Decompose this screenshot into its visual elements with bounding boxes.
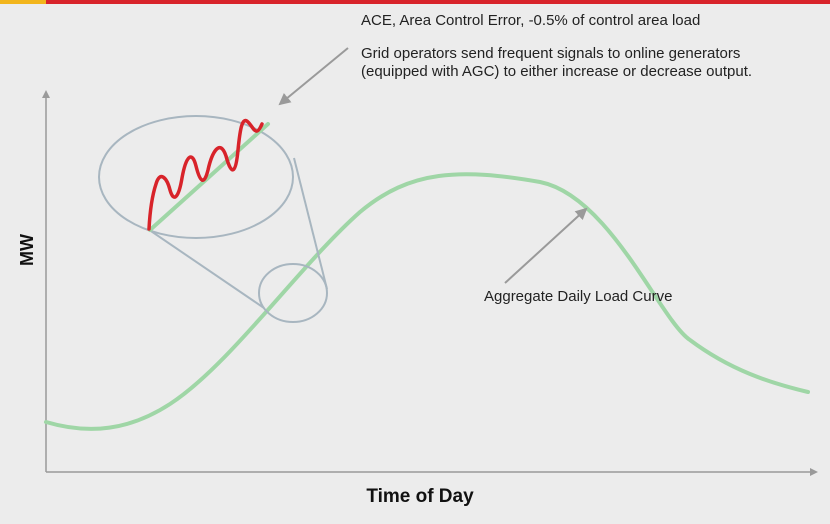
y-axis-label: MW	[17, 234, 37, 266]
ace-description: Grid operators send frequent signals to …	[361, 45, 753, 80]
magnifier-small-circle	[258, 263, 328, 323]
aggregate-load-curve	[44, 172, 810, 431]
x-axis-arrow	[810, 468, 818, 476]
load-curve-label: Aggregate Daily Load Curve	[484, 288, 673, 305]
x-axis-label: Time of Day	[366, 486, 474, 507]
top-bar-accent	[0, 0, 46, 4]
top-bar	[46, 0, 830, 4]
curve-pointer-arrow	[504, 207, 588, 284]
magnifier-line-top	[293, 157, 328, 290]
ace-pointer-arrow	[278, 47, 349, 106]
y-axis-arrow	[42, 90, 50, 98]
magnified-load-segment	[148, 122, 270, 232]
ace-signal-wave	[147, 118, 264, 231]
ace-title: ACE, Area Control Error, -0.5% of contro…	[361, 12, 701, 29]
magnifier-large-ellipse	[98, 115, 294, 239]
